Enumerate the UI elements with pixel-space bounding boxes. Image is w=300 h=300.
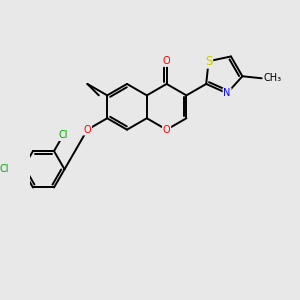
Text: S: S: [205, 55, 212, 68]
Text: O: O: [163, 125, 170, 135]
Text: O: O: [84, 125, 91, 135]
Text: O: O: [163, 56, 170, 66]
Text: N: N: [224, 88, 231, 98]
Text: Cl: Cl: [0, 164, 9, 174]
Text: Cl: Cl: [58, 130, 68, 140]
Text: CH₃: CH₃: [264, 73, 282, 83]
